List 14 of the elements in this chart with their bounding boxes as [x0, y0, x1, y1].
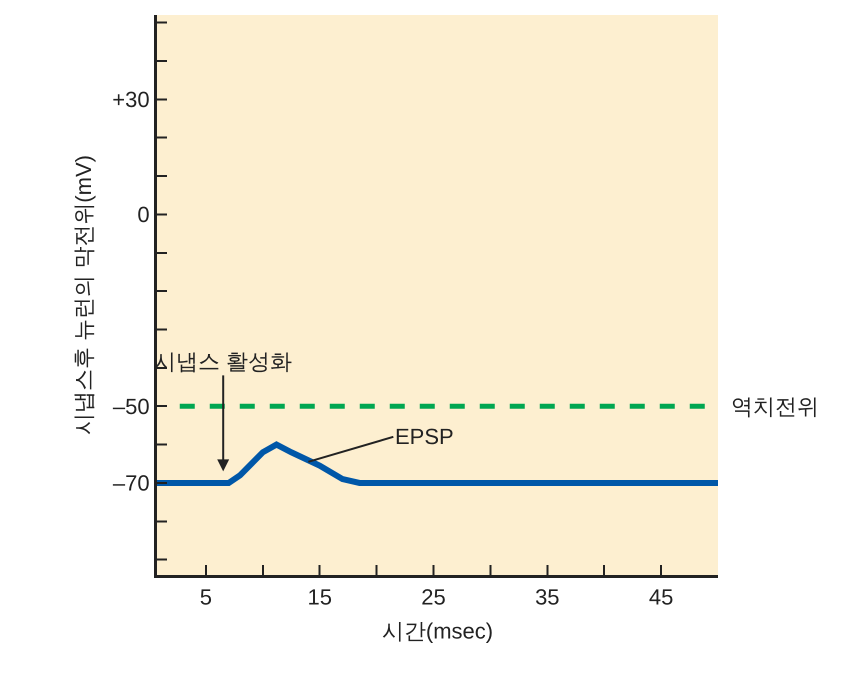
- x-tick-label: 5: [200, 584, 212, 610]
- annotation: EPSP: [395, 424, 454, 449]
- y-tick-label: +30: [112, 87, 150, 112]
- annotation: 시냅스 활성화: [154, 349, 292, 374]
- x-tick-label: 35: [535, 584, 560, 610]
- ref-line-label: 역치전위: [731, 394, 819, 419]
- x-axis-title: 시간(msec): [382, 618, 494, 644]
- x-tick-label: 25: [421, 584, 446, 610]
- y-tick-label: –50: [112, 394, 150, 419]
- x-tick-label: 45: [648, 584, 674, 610]
- y-tick-label: 0: [137, 202, 150, 228]
- x-tick-label: 15: [307, 584, 332, 610]
- y-tick-label: –70: [112, 470, 150, 496]
- y-axis-title: 시냅스후 뉴런의 막전위(mV): [71, 155, 96, 435]
